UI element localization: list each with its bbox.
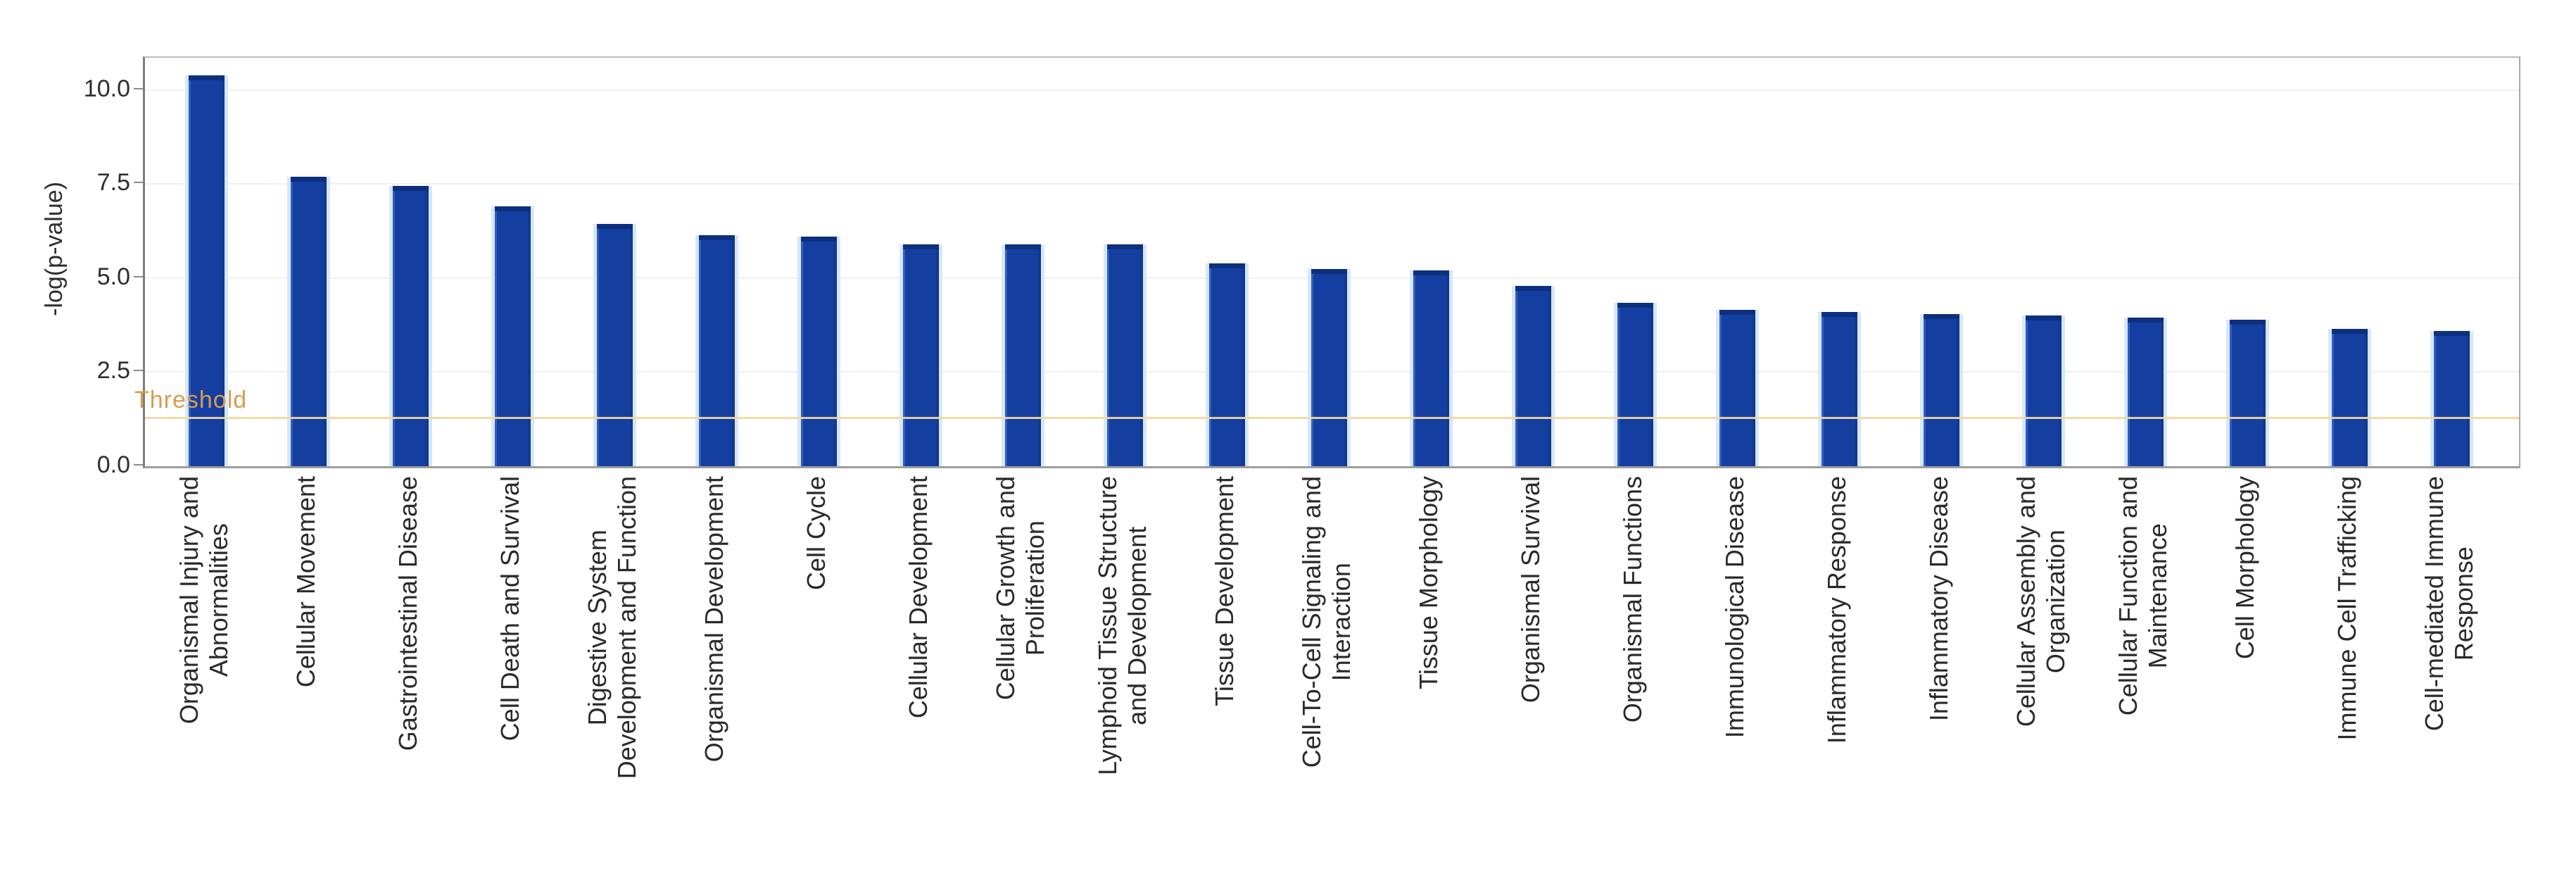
x-axis-label: Organismal Functions xyxy=(1618,476,1647,723)
gridline xyxy=(145,183,2519,185)
bar-19[interactable] xyxy=(2025,315,2062,466)
bar-5[interactable] xyxy=(596,223,633,466)
y-tick-label: 5.0 xyxy=(96,263,130,290)
gridline xyxy=(145,89,2519,91)
x-axis-label: Lymphoid Tissue Structure and Development xyxy=(1093,476,1151,775)
x-axis-label: Tissue Development xyxy=(1210,476,1239,706)
threshold-label: Threshold xyxy=(134,386,248,413)
x-axis-label: Inflammatory Response xyxy=(1822,476,1851,744)
bar-1[interactable] xyxy=(188,75,225,466)
x-axis-label: Cell Death and Survival xyxy=(495,476,524,742)
bar-9[interactable] xyxy=(1004,244,1041,466)
bar-15[interactable] xyxy=(1617,302,1653,466)
x-axis-label: Cellular Function and Maintenance xyxy=(2114,476,2172,716)
y-tick-mark xyxy=(134,464,143,465)
bar-8[interactable] xyxy=(902,244,939,466)
bar-4[interactable] xyxy=(494,206,531,466)
x-axis-label: Cell Morphology xyxy=(2230,476,2259,660)
bar-21[interactable] xyxy=(2229,319,2266,466)
x-axis-label: Cellular Assembly and Organization xyxy=(2012,476,2070,727)
y-tick-mark xyxy=(134,87,143,89)
x-axis-label: Inflammatory Disease xyxy=(1924,476,1953,722)
bar-22[interactable] xyxy=(2331,329,2368,466)
bar-3[interactable] xyxy=(392,186,429,466)
plot-area xyxy=(143,56,2520,468)
x-axis-label: Cellular Growth and Proliferation xyxy=(991,476,1049,701)
x-axis-label: Tissue Morphology xyxy=(1414,476,1443,689)
y-axis-title: -log(p-value) xyxy=(41,182,68,316)
x-axis-label: Cell-To-Cell Signaling and Interaction xyxy=(1297,476,1356,768)
x-axis-label: Organismal Development xyxy=(700,476,728,763)
bar-7[interactable] xyxy=(800,237,837,466)
bar-16[interactable] xyxy=(1719,310,1755,466)
x-axis-label: Digestive System Development and Function xyxy=(583,476,641,780)
bar-20[interactable] xyxy=(2127,318,2164,466)
x-axis-label: Cell-mediated Immune Response xyxy=(2420,476,2478,732)
bar-2[interactable] xyxy=(290,176,327,466)
x-axis-label: Cellular Development xyxy=(904,476,933,719)
x-axis-label: Gastrointestinal Disease xyxy=(393,476,422,751)
bar-6[interactable] xyxy=(698,235,735,466)
bar-11[interactable] xyxy=(1208,263,1245,466)
x-axis-label: Organismal Survival xyxy=(1516,476,1545,704)
bar-14[interactable] xyxy=(1515,285,1551,466)
threshold-line xyxy=(145,416,2519,419)
y-tick-mark xyxy=(134,182,143,184)
y-tick-label: 7.5 xyxy=(96,169,130,196)
x-axis-label: Cell Cycle xyxy=(802,476,831,591)
bar-17[interactable] xyxy=(1821,312,1857,466)
bar-10[interactable] xyxy=(1106,244,1143,466)
y-tick-mark xyxy=(134,370,143,372)
bar-23[interactable] xyxy=(2433,330,2470,466)
y-tick-label: 2.5 xyxy=(96,357,130,385)
bar-18[interactable] xyxy=(1923,313,1959,466)
y-tick-label: 10.0 xyxy=(83,75,130,102)
y-tick-mark xyxy=(134,275,143,277)
x-axis-label: Immune Cell Trafficking xyxy=(2332,476,2361,741)
y-tick-label: 0.0 xyxy=(96,451,130,478)
bar-12[interactable] xyxy=(1311,268,1347,466)
x-axis-label: Cellular Movement xyxy=(291,476,320,688)
bar-13[interactable] xyxy=(1413,270,1449,466)
x-axis-label: Immunological Disease xyxy=(1720,476,1749,739)
x-axis-label: Organismal Injury and Abnormalities xyxy=(175,476,233,725)
